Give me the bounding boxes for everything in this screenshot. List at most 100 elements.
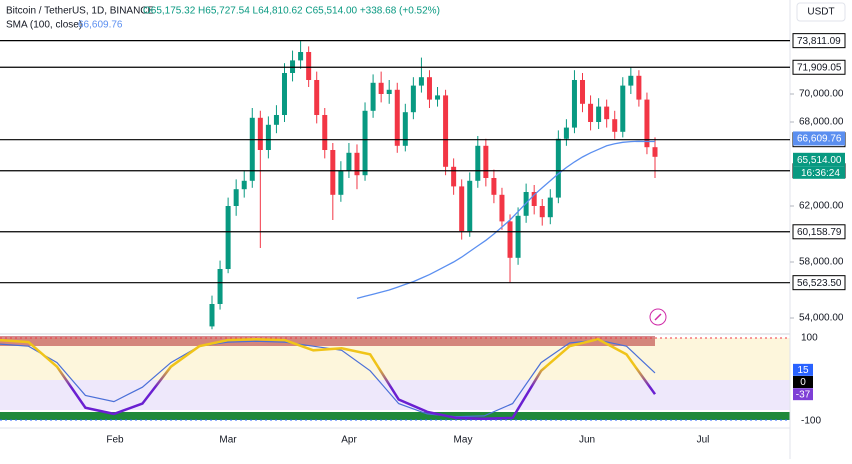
candle-body	[362, 110, 368, 176]
price-pane	[209, 41, 658, 330]
candle-body	[628, 75, 634, 86]
month-label: Mar	[219, 435, 237, 446]
candle-body	[563, 127, 569, 139]
candle-body	[475, 145, 481, 181]
candle-body	[620, 85, 626, 132]
candle-body	[596, 106, 602, 122]
candle-body	[652, 147, 658, 157]
y-tick-label: 54,000.00	[799, 313, 844, 324]
candle-body	[483, 145, 489, 178]
symbol: Bitcoin / TetherUS, 1D, BINANCE	[6, 6, 155, 17]
osc-bottom-strip	[0, 412, 790, 420]
candle-body	[451, 166, 457, 187]
candle-body	[644, 99, 650, 148]
candle-body	[555, 138, 561, 198]
candle-body	[531, 191, 537, 206]
y-tick-label: 68,000.00	[799, 117, 844, 128]
candle-body	[459, 186, 465, 232]
candle-body	[571, 79, 577, 128]
candle-body	[257, 117, 263, 150]
month-label: Jun	[579, 435, 595, 446]
candle-body	[604, 106, 610, 120]
y-tick-label: 62,000.00	[799, 201, 844, 212]
oscillator-badge-label: -37	[796, 389, 811, 400]
candle-body	[612, 119, 618, 132]
candle-body	[209, 304, 215, 327]
indicator-value: 66,609.76	[78, 20, 123, 31]
month-label: Jul	[697, 435, 710, 446]
month-label: May	[454, 435, 473, 446]
candle-body	[499, 194, 505, 222]
candle-body	[418, 77, 424, 86]
candle-body	[386, 89, 392, 94]
candle-body	[233, 189, 239, 206]
level-badge	[792, 59, 846, 75]
candle-body	[467, 180, 473, 232]
level-label: 71,909.05	[797, 62, 842, 73]
candle-body	[338, 170, 344, 195]
countdown: 16:36:24	[801, 168, 840, 179]
event-icon-mark	[654, 313, 662, 321]
candle-body	[281, 72, 287, 115]
month-label: Apr	[341, 435, 357, 446]
candle-body	[314, 79, 320, 115]
candle-body	[443, 95, 449, 167]
ohlc: O65,175.32 H65,727.54 L64,810.62 C65,514…	[143, 6, 440, 17]
oscillator-badge	[793, 363, 813, 376]
countdown-badge	[793, 166, 845, 179]
month-label: Feb	[106, 435, 124, 446]
level-label: 56,523.50	[797, 278, 842, 289]
candle-body	[225, 205, 231, 270]
candle-body	[547, 197, 553, 218]
osc-top-strip	[0, 336, 655, 346]
candle-body	[435, 95, 441, 100]
candle-body	[515, 215, 521, 258]
candle-body	[426, 77, 432, 100]
candle-body	[370, 82, 376, 111]
y-tick-label: -100	[801, 416, 821, 427]
level-label: 73,811.09	[797, 36, 841, 47]
y-tick-label: 70,000.00	[799, 89, 844, 100]
sma-line	[356, 140, 655, 300]
currency[interactable]: USDT	[807, 7, 834, 18]
candle-body	[298, 51, 304, 61]
oscillator-line	[0, 337, 657, 421]
price-badge-label: 65,514.00	[797, 155, 842, 166]
candle-body	[636, 75, 642, 100]
candle-body	[378, 82, 384, 94]
candle-body	[491, 177, 497, 195]
candle-body	[410, 85, 416, 113]
currency-button[interactable]	[796, 2, 846, 22]
candle-body	[217, 269, 223, 305]
candle-body	[507, 221, 513, 258]
candle-body	[241, 180, 247, 190]
candle-body	[354, 152, 360, 176]
level-badge	[792, 33, 846, 49]
candle-body	[346, 152, 352, 171]
oscillator-badge-label: 15	[797, 365, 809, 376]
candle-body	[539, 205, 545, 218]
level-badge	[792, 224, 846, 240]
candle-body	[306, 51, 312, 80]
candle-body	[265, 124, 271, 150]
candle-body	[394, 89, 400, 146]
level-label: 60,158.79	[797, 227, 842, 238]
level-badge	[792, 275, 846, 291]
y-tick-label: 100	[801, 333, 818, 344]
candle-body	[330, 149, 336, 195]
candle-body	[249, 117, 255, 181]
candle-body	[588, 103, 594, 122]
price-badge	[793, 131, 845, 146]
candle-body	[273, 114, 279, 125]
candle-body	[402, 112, 408, 146]
y-tick-label: 58,000.00	[799, 257, 844, 268]
candle-body	[580, 79, 586, 104]
price-badge-label: 66,609.76	[797, 134, 842, 145]
candle-body	[322, 114, 328, 150]
oscillator-badge	[793, 376, 813, 388]
price-badge	[793, 152, 845, 167]
oscillator-badge	[793, 388, 813, 401]
indicator-name: SMA (100, close)	[6, 20, 82, 31]
